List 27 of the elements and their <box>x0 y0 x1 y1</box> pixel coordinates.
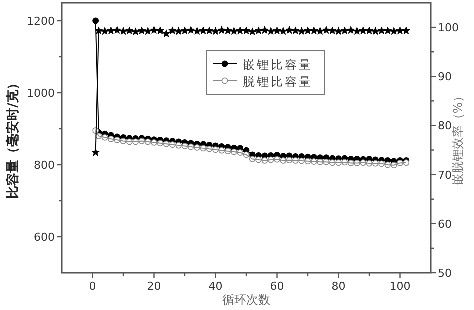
x-tick-label: 80 <box>332 280 346 293</box>
y2-tick-label: 90 <box>438 70 452 84</box>
legend-label: 脱锂比容量 <box>243 75 313 89</box>
y2-tick-label: 80 <box>438 120 452 133</box>
y-tick-label: 1200 <box>27 15 55 28</box>
y2-tick-label: 100 <box>438 22 459 35</box>
x-tick-label: 40 <box>208 280 223 293</box>
point <box>156 26 164 34</box>
point <box>187 26 196 34</box>
point <box>402 26 410 34</box>
x-axis-title: 循环次数 <box>222 293 270 307</box>
y2-axis-title: 嵌脱锂效率（%） <box>451 90 465 186</box>
x-tick-label: 60 <box>270 280 284 293</box>
x-tick-label: 0 <box>89 280 96 293</box>
point <box>92 148 100 156</box>
x-tick-label: 100 <box>390 280 411 293</box>
y-tick-label: 1000 <box>27 87 55 100</box>
legend-label: 嵌锂比容量 <box>243 58 313 72</box>
point <box>92 18 100 24</box>
y-tick-label: 800 <box>34 159 55 172</box>
point <box>126 26 134 34</box>
y-tick-label: 600 <box>34 231 55 244</box>
x-tick-label: 20 <box>147 280 162 293</box>
y-axis-title: 比容量（毫安时/克） <box>5 77 21 199</box>
y2-tick-label: 50 <box>438 267 452 280</box>
y2-tick-label: 70 <box>438 168 452 182</box>
y2-tick-label: 60 <box>438 218 452 231</box>
